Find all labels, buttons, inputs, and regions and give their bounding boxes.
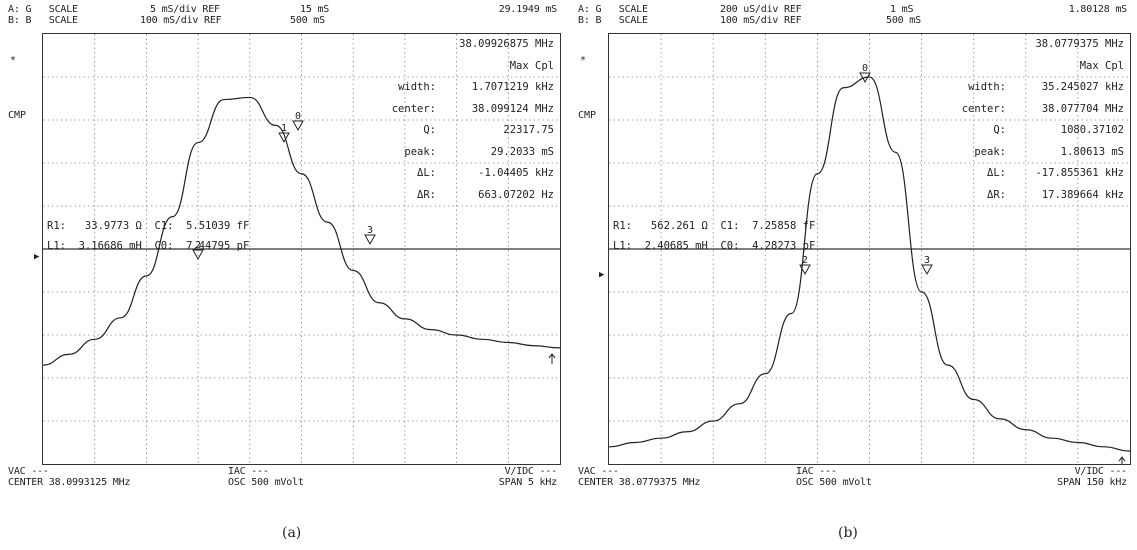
footer-iac: IAC --- [228,466,269,477]
readout-frequency: 38.09926875 MHz [459,38,554,50]
readout-label: ΔR: [987,188,1006,201]
caption-a: (a) [282,525,302,541]
footer-vidc: V/IDC --- [1074,466,1128,477]
header-line1-ref: 1 mS [890,4,914,15]
header-line1-channel: A: G SCALE [578,4,648,15]
header-line1-ref: 15 mS [300,4,330,15]
marker-triangle-icon [859,72,871,84]
marker-triangle-icon [292,120,304,132]
reference-arrow-icon: ▶ [34,252,40,262]
header-line2-channel: B: B SCALE [578,15,648,26]
panel-a: A: G SCALE 5 mS/div REF 15 mS 29.1949 mS… [0,0,565,505]
marker-label: 0 [295,111,301,122]
readout-label: center: [391,102,436,115]
footer-span: SPAN 150 kHz [1057,477,1127,488]
readout-value: 38.077704 MHz [1041,102,1124,115]
marker-triangle-icon [192,249,204,261]
equivalent-circuit-line2: L1: 3.16686 mH C0: 7.44795 pF [47,240,250,252]
marker-triangle-icon [921,264,933,276]
footer-center: CENTER 38.0993125 MHz [8,477,131,488]
readout-value: -1.04405 kHz [478,167,554,179]
readout-value: 663.07202 Hz [478,188,554,201]
header-line1-scale: 5 mS/div REF [150,4,220,15]
readout-label: width: [398,81,436,93]
footer-iac: IAC --- [796,466,837,477]
header-line1-readout: 1.80128 mS [1068,4,1127,15]
readout-label: peak: [974,145,1006,158]
marker-label: 2 [195,240,201,251]
resonance-trace [43,96,560,366]
header-line2-scale: 100 mS/div REF [140,15,222,26]
footer-vidc: V/IDC --- [504,466,558,477]
readout-label: peak: [404,145,436,158]
cmp-label: CMP [578,110,597,121]
readout-value: 1080.37102 [1060,124,1124,136]
marker-0: 0 [292,111,304,132]
footer-span: SPAN 5 kHz [498,477,557,488]
readout-panel: 38.09926875 MHz Max Cpl width: 1.7071219 … [346,34,556,206]
header-line1-scale: 200 uS/div REF [720,4,802,15]
end-arrow-icon [548,353,556,364]
readout-label: ΔL: [987,167,1006,179]
footer-center: CENTER 38.0779375 MHz [578,477,701,488]
marker-label: 3 [367,225,373,236]
marker-1: 1 [278,123,290,144]
readout-value: 1.80613 mS [1060,145,1124,158]
marker-triangle-icon [364,234,376,246]
readout-label: Q: [423,124,436,136]
readout-label: ΔR: [417,188,436,201]
marker-label: 2 [802,255,808,266]
readout-label: center: [961,102,1006,115]
readout-value: 29.2033 mS [490,145,554,158]
readout-label: width: [968,81,1006,93]
marker-0: 0 [859,63,871,84]
readout-frequency: 38.0779375 MHz [1035,38,1124,50]
readout-value: 35.245027 kHz [1041,81,1124,93]
header-line1-readout: 29.1949 mS [498,4,557,15]
star-label: * [580,55,587,66]
marker-triangle-icon [799,264,811,276]
marker-label: 0 [862,63,868,74]
header-line2-ref: 500 mS [886,15,921,26]
plot-area: 0 2 3 38.0779375 MHz Max Cpl width: 35.2450… [608,33,1131,465]
readout-panel: 38.0779375 MHz Max Cpl width: 35.245027 k… [916,34,1126,206]
readout-value: 22317.75 [503,124,554,136]
readout-value: 1.7071219 kHz [471,81,554,93]
caption-b: (b) [838,525,858,541]
readout-mode: Max Cpl [509,59,554,72]
footer-vac: VAC --- [8,466,49,477]
footer-osc: OSC 500 mVolt [796,477,872,488]
cmp-label: CMP [8,110,27,121]
equivalent-circuit-line1: R1: 562.261 Ω C1: 7.25858 fF [613,220,816,232]
equivalent-circuit-line1: R1: 33.9773 Ω C1: 5.51039 fF [47,220,250,232]
marker-2: 2 [799,255,811,276]
marker-label: 1 [281,123,287,134]
marker-label: 3 [924,255,930,266]
reference-arrow-icon: ▶ [599,270,605,280]
marker-3: 3 [921,255,933,276]
readout-mode: Max Cpl [1079,59,1124,72]
end-arrow-icon [1118,456,1126,464]
chart-svg: 0 2 3 [609,34,1130,464]
header-line2-channel: B: B SCALE [8,15,78,26]
header-line2-ref: 500 mS [290,15,325,26]
marker-3: 3 [364,225,376,246]
readout-value: 38.099124 MHz [471,102,554,115]
panel-b: A: G SCALE 200 uS/div REF 1 mS 1.80128 m… [570,0,1135,505]
footer-vac: VAC --- [578,466,619,477]
readout-value: -17.855361 kHz [1035,167,1124,179]
header-line2-scale: 100 mS/div REF [720,15,802,26]
footer-osc: OSC 500 mVolt [228,477,304,488]
marker-triangle-icon [278,132,290,144]
equivalent-circuit-line2: L1: 2.40685 mH C0: 4.28273 pF [613,240,816,252]
resonance-trace [609,76,1130,452]
marker-2: 2 [192,240,204,261]
readout-label: Q: [993,124,1006,136]
readout-value: 17.389664 kHz [1041,188,1124,201]
readout-label: ΔL: [417,167,436,179]
header-line1-channel: A: G SCALE [8,4,78,15]
star-label: * [10,55,17,66]
chart-svg: 01 2 3 [43,34,560,464]
